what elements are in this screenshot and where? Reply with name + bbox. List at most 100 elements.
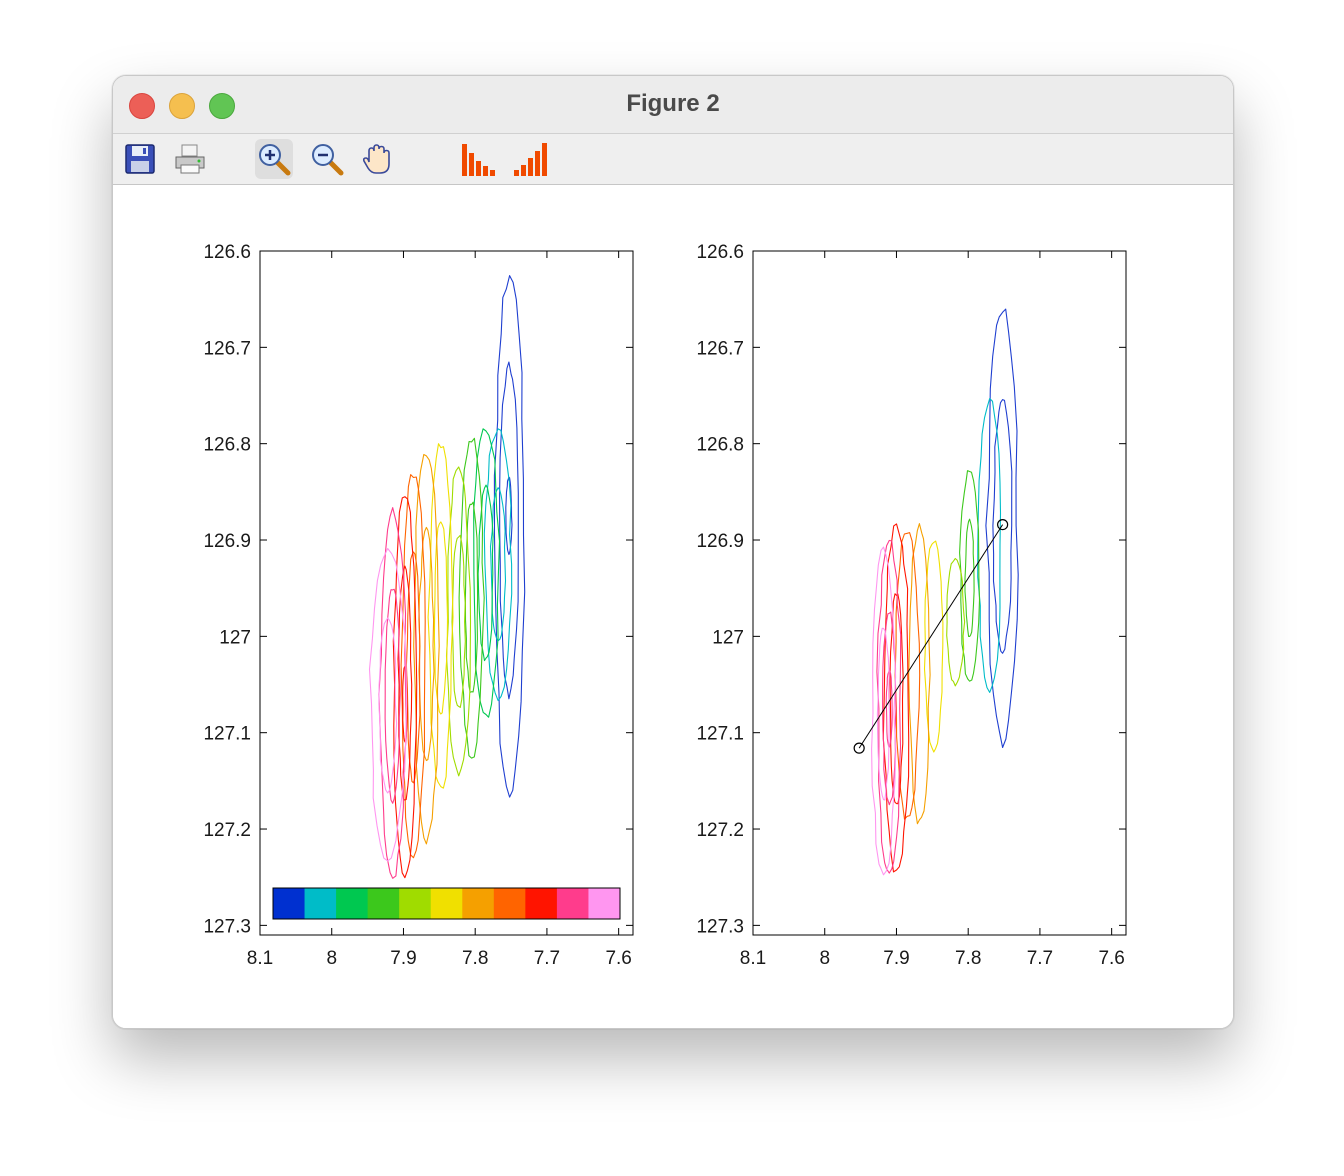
contour-line	[392, 496, 418, 879]
print-icon	[175, 144, 205, 174]
contour-series	[368, 547, 408, 862]
contour-line	[368, 547, 408, 862]
contour-series	[959, 470, 981, 682]
contour-series	[894, 532, 921, 820]
peak-marker	[997, 519, 1009, 531]
x-tick-label: 8	[819, 948, 830, 969]
y-tick-label: 126.9	[203, 531, 251, 552]
x-tick-label: 7.7	[1027, 948, 1053, 969]
zoom-out-button[interactable]	[308, 139, 346, 179]
contour-series	[445, 466, 472, 777]
contour-levels-up-button[interactable]	[511, 139, 549, 179]
pan-button[interactable]	[359, 139, 397, 179]
x-tick-label: 8.1	[247, 948, 273, 969]
contour-line	[505, 476, 513, 556]
contour-line	[405, 551, 421, 784]
contour-line	[445, 466, 472, 777]
x-tick-label: 7.6	[1098, 948, 1124, 969]
contour-series	[985, 308, 1019, 749]
contour-line	[400, 474, 426, 859]
peak-track-line	[858, 524, 1004, 749]
contour-line	[894, 532, 921, 820]
contour-line	[908, 523, 931, 825]
colorbar-swatch	[273, 888, 306, 919]
contour-line	[923, 540, 944, 753]
y-tick-label: 126.8	[203, 435, 251, 456]
peak-marker	[853, 742, 865, 754]
x-tick-label: 7.6	[605, 948, 631, 969]
x-tick-label: 8	[326, 948, 337, 969]
contour-line	[378, 507, 407, 879]
contour-series	[493, 275, 526, 798]
maximize-window-button[interactable]	[209, 93, 235, 119]
zoom-in-button[interactable]	[255, 139, 293, 179]
contour-line	[992, 399, 1013, 654]
y-tick-label: 126.6	[696, 242, 744, 263]
contour-levels-down-icon	[462, 144, 495, 176]
contour-line	[458, 437, 485, 759]
figure-canvas[interactable]: 126.6 126.7 126.8 126.9 127 127.1 127.2 127.3 8.…	[113, 186, 1233, 1028]
contour-levels-up-icon	[514, 143, 547, 176]
y-tick-label: 127	[219, 627, 251, 648]
y-tick-label: 127	[712, 627, 744, 648]
colorbar-swatch	[399, 888, 432, 919]
contour-line	[876, 627, 891, 801]
y-tick-label: 126.9	[696, 531, 744, 552]
contour-line	[397, 565, 413, 801]
contour-series	[871, 546, 897, 876]
contour-series	[923, 540, 944, 753]
y-tick-label: 127.3	[203, 916, 251, 937]
figure-window: Figure 2	[112, 75, 1234, 1029]
y-tick-label: 127.1	[203, 724, 251, 745]
colorbar-swatch	[493, 888, 526, 919]
contour-levels-down-button[interactable]	[459, 139, 497, 179]
colorbar-swatch	[336, 888, 369, 919]
colorbar-swatch	[556, 888, 589, 919]
colorbar-swatch	[367, 888, 400, 919]
y-tick-label: 127.3	[696, 916, 744, 937]
close-window-button[interactable]	[129, 93, 155, 119]
x-tick-label: 7.7	[534, 948, 560, 969]
colorbar-swatch	[525, 888, 558, 919]
contour-line	[384, 588, 401, 804]
contour-line	[871, 546, 897, 876]
plot-area: 126.6 126.7 126.8 126.9 127 127.1 127.2 127.3 8.…	[113, 186, 1233, 1028]
contour-series	[908, 523, 931, 825]
colorbar-swatch	[304, 888, 337, 919]
colorbar-swatch	[588, 888, 621, 919]
contour-line	[985, 308, 1019, 749]
zoom-out-icon	[312, 144, 344, 176]
contour-series	[946, 557, 966, 687]
zoom-in-icon	[259, 144, 291, 176]
contour-line	[977, 397, 1002, 693]
x-tick-label: 7.9	[883, 948, 909, 969]
contour-line	[489, 487, 507, 642]
pan-hand-icon	[362, 144, 390, 174]
contour-line	[499, 361, 519, 700]
contour-line	[483, 428, 513, 702]
contour-series	[400, 474, 426, 859]
colorbar-border	[272, 887, 621, 920]
contour-line	[959, 470, 981, 682]
figure-toolbar	[113, 134, 1233, 185]
y-tick-label: 126.7	[696, 338, 744, 359]
y-tick-label: 127.2	[203, 820, 251, 841]
contour-series	[458, 437, 485, 759]
colorbar-swatch	[430, 888, 463, 919]
y-tick-label: 127.1	[696, 724, 744, 745]
y-tick-label: 126.8	[696, 435, 744, 456]
contour-line	[427, 443, 454, 789]
title-bar: Figure 2	[113, 76, 1233, 134]
axes-box	[752, 250, 1127, 936]
contour-series	[378, 507, 407, 879]
x-tick-label: 7.9	[390, 948, 416, 969]
save-icon	[125, 144, 155, 174]
x-tick-label: 8.1	[740, 948, 766, 969]
contour-line	[464, 501, 479, 693]
minimize-window-button[interactable]	[169, 93, 195, 119]
contour-panel-1: 126.6 126.7 126.8 126.9 127 127.1 127.2 127.3 8.…	[203, 242, 634, 969]
print-button[interactable]	[171, 139, 209, 179]
contour-series	[483, 428, 513, 702]
y-tick-label: 127.2	[696, 820, 744, 841]
save-button[interactable]	[121, 139, 159, 179]
